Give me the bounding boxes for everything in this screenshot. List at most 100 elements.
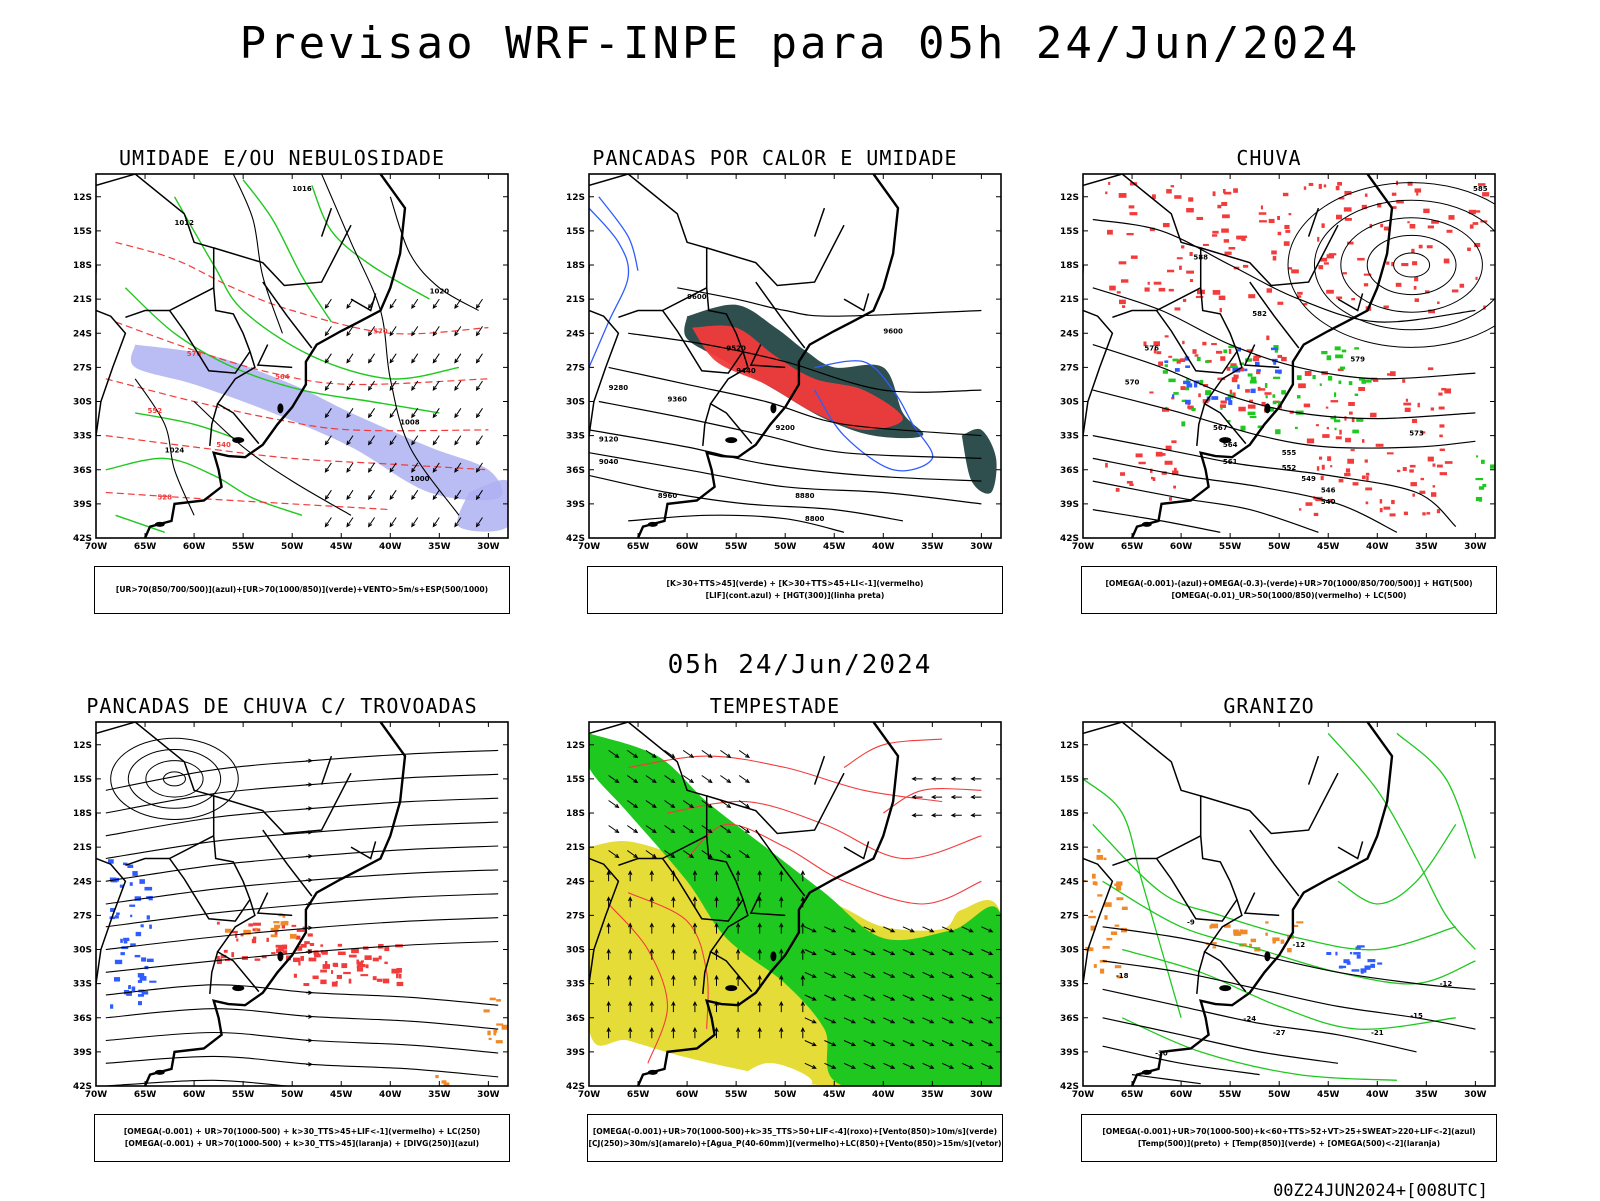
rain-area — [1173, 485, 1176, 489]
streamline-850 — [843, 738, 943, 768]
omega-area-strong — [1225, 397, 1232, 401]
wind-arrow — [432, 489, 440, 501]
rain-area — [1246, 349, 1254, 352]
rain-area — [1326, 254, 1335, 259]
hgt300-contour — [589, 474, 903, 522]
rain-area — [1482, 192, 1490, 197]
instability-area-green — [961, 428, 997, 494]
hail-area — [1340, 965, 1347, 969]
lon-label: 40W — [872, 1090, 895, 1100]
rain-area — [1316, 466, 1320, 471]
border-line — [209, 951, 219, 994]
rain-area — [1217, 377, 1226, 381]
map-umidade: 1016 1012 1020 1024 1008 1000 576 570 564 552 540 5… — [73, 173, 509, 552]
rain-area — [1318, 456, 1323, 460]
legend-line: [OMEGA(-0.001) + UR>70(1000-500) + k>30_… — [124, 1139, 480, 1148]
contour-label: 9200 — [775, 424, 795, 432]
rain-area — [1283, 241, 1290, 246]
thunderstorm-area-orange — [270, 934, 278, 938]
rain-area — [1386, 261, 1390, 265]
wind-arrow — [804, 949, 817, 956]
thunderstorm-area — [372, 976, 377, 981]
divergence-area — [146, 958, 154, 963]
rain-area — [1432, 485, 1436, 488]
border-line — [1337, 293, 1364, 312]
streamline — [105, 869, 499, 905]
wind-arrow — [682, 825, 695, 834]
omega-area — [1196, 356, 1201, 362]
lon-label: 60W — [1170, 1090, 1193, 1100]
wind-arrow — [324, 326, 332, 337]
contour-label: 552 — [1282, 464, 1297, 472]
wind-arrow — [714, 896, 719, 908]
lat-label: 30S — [1060, 398, 1079, 408]
omega-area-strong — [1228, 400, 1233, 405]
wind-arrow — [941, 1062, 955, 1069]
lon-label: 45W — [823, 542, 846, 552]
wind-arrow — [367, 353, 376, 364]
wind-arrow — [981, 949, 994, 956]
wind-arrow — [922, 1040, 935, 1047]
wind-arrow — [454, 408, 462, 419]
rain-area — [1432, 463, 1436, 467]
lat-label: 24S — [566, 877, 585, 887]
omega-area — [1335, 354, 1343, 359]
rain-area — [1338, 197, 1345, 200]
wind-arrow — [941, 949, 955, 956]
wind-arrow — [757, 948, 762, 960]
wind-arrow — [922, 971, 935, 978]
divergence-area — [123, 937, 130, 942]
run-footer: 00Z24JUN2024+[008UTC] — [1273, 1181, 1488, 1201]
wind-arrow — [738, 775, 751, 784]
rain-area — [1288, 213, 1292, 216]
border-line — [1243, 892, 1280, 917]
lake-marker — [725, 985, 738, 992]
wind-arrow — [800, 1027, 806, 1039]
thunderstorm-area — [295, 935, 301, 940]
lat-label: 30S — [566, 398, 585, 408]
rain-area — [1162, 222, 1170, 228]
rain-area — [1105, 462, 1108, 468]
wind-arrow — [324, 517, 332, 528]
divergence-area — [114, 977, 121, 982]
wind-arrow — [305, 758, 314, 763]
omega500-area — [1103, 857, 1107, 861]
rain-area — [1126, 480, 1133, 484]
wind-arrow — [627, 825, 639, 834]
rain-area — [1428, 309, 1435, 314]
wind-arrow — [475, 489, 483, 501]
thunderstorm-area — [298, 960, 301, 966]
rain-area — [1321, 223, 1325, 228]
wind-arrow — [389, 462, 397, 473]
thunderstorm-area — [282, 944, 288, 950]
rain-area — [1128, 205, 1135, 209]
omega-area — [1186, 377, 1189, 382]
wind-arrow — [608, 775, 620, 784]
wind-arrow — [475, 435, 483, 446]
divergence-area — [129, 882, 133, 886]
wind-arrow — [738, 800, 751, 809]
omega500-area — [1291, 924, 1299, 928]
rain-area — [1441, 387, 1446, 391]
rain-area — [1237, 367, 1245, 372]
thunderstorm-area-orange — [435, 1075, 439, 1079]
wind-arrow — [432, 462, 440, 473]
rain-area — [1404, 407, 1411, 413]
rain-area — [1403, 511, 1408, 516]
omega-area-strong — [1185, 365, 1191, 368]
rain-area — [1417, 402, 1420, 408]
omega-area — [1273, 376, 1281, 379]
lon-label: 55W — [232, 1090, 255, 1100]
peninsula-marker — [1141, 521, 1152, 527]
streamline — [105, 893, 499, 928]
rain-area — [1337, 368, 1344, 372]
streamline — [162, 771, 186, 787]
rain-area — [1233, 188, 1238, 193]
hgt500-contour — [1313, 199, 1495, 331]
rain-area — [1228, 247, 1236, 250]
legend-line: [UR>70(850/700/500)](azul)+[UR>70(1000/8… — [115, 585, 489, 594]
contour-label: 9280 — [609, 384, 629, 392]
rain-area — [1245, 389, 1250, 393]
temp850-contour — [1121, 1017, 1397, 1081]
wind-arrow — [306, 1087, 312, 1091]
